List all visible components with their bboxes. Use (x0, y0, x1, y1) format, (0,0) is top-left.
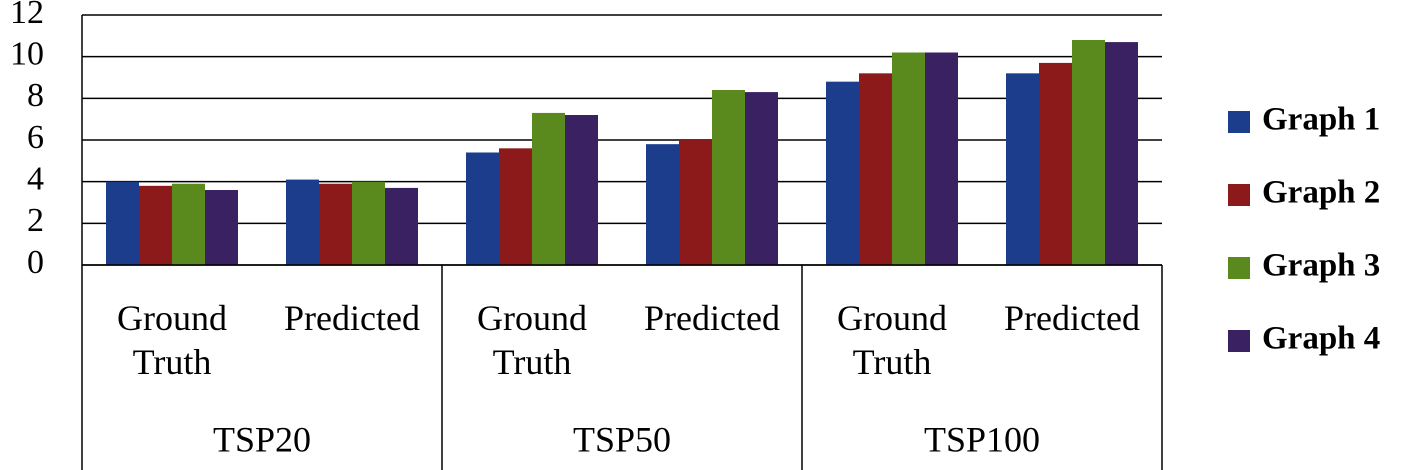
bar (532, 112, 565, 266)
bar (319, 183, 352, 265)
bar (826, 81, 859, 266)
x-tick-label: Ground Truth (117, 298, 227, 382)
y-tick-label: 0 (27, 244, 44, 281)
bar (712, 90, 745, 265)
bar (1039, 62, 1072, 265)
x-tick-label: Predicted (644, 298, 780, 338)
bar (646, 144, 679, 265)
bar (1006, 73, 1039, 265)
bar (466, 152, 499, 265)
y-tick-label: 2 (27, 202, 44, 239)
x-tick-label: Ground Truth (477, 298, 587, 382)
bar (286, 179, 319, 265)
legend-swatch (1228, 257, 1250, 279)
legend-label: Graph 4 (1262, 321, 1380, 357)
bar (565, 115, 598, 265)
legend-label: Graph 1 (1262, 102, 1380, 138)
legend-swatch (1228, 111, 1250, 133)
group-label: TSP50 (573, 419, 671, 459)
bar (1072, 40, 1105, 265)
group-label: TSP20 (213, 419, 311, 459)
bar (745, 92, 778, 265)
bar (106, 181, 139, 265)
legend-swatch (1228, 330, 1250, 352)
y-tick-label: 6 (27, 119, 44, 156)
y-tick-label: 8 (27, 77, 44, 114)
legend-label: Graph 3 (1262, 248, 1380, 284)
bar (499, 148, 532, 265)
bar (1105, 42, 1138, 266)
y-tick-label: 12 (10, 0, 44, 31)
x-tick-label: Predicted (1004, 298, 1140, 338)
bar (679, 140, 712, 265)
x-tick-label: Ground Truth (837, 298, 947, 382)
x-tick-label: Predicted (284, 298, 420, 338)
y-tick-label: 10 (10, 35, 44, 72)
bar (385, 187, 418, 265)
legend-swatch (1228, 184, 1250, 206)
bar (352, 181, 385, 265)
group-label: TSP100 (924, 419, 1040, 459)
bar (859, 73, 892, 265)
bar (925, 52, 958, 265)
bar (205, 190, 238, 265)
y-tick-label: 4 (27, 160, 44, 197)
bar (892, 52, 925, 265)
legend-label: Graph 2 (1262, 175, 1380, 211)
bar (172, 183, 205, 265)
bar (139, 185, 172, 265)
